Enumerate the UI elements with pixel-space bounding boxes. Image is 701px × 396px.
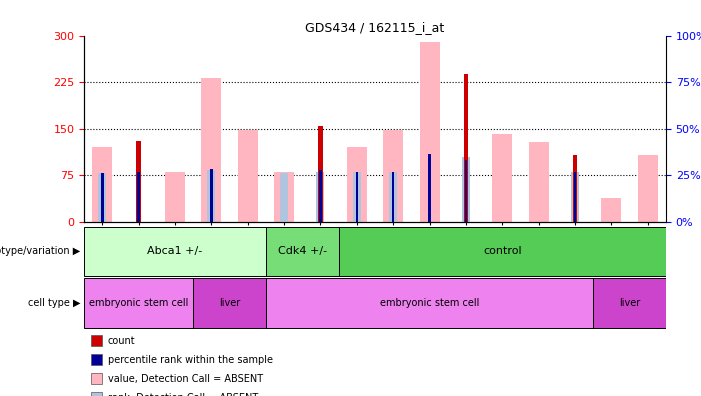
- Bar: [638, 155, 658, 222]
- Bar: [355, 172, 358, 222]
- Text: Cdk4 +/-: Cdk4 +/-: [278, 246, 327, 257]
- Text: percentile rank within the sample: percentile rank within the sample: [108, 354, 273, 365]
- Bar: [347, 147, 367, 222]
- Bar: [201, 78, 222, 222]
- Bar: [137, 141, 141, 222]
- Bar: [165, 172, 185, 222]
- Text: embryonic stem cell: embryonic stem cell: [380, 298, 479, 308]
- Text: Abca1 +/-: Abca1 +/-: [147, 246, 203, 257]
- Bar: [274, 172, 294, 222]
- Bar: [353, 172, 361, 222]
- Bar: [137, 172, 140, 222]
- Text: value, Detection Call = ABSENT: value, Detection Call = ABSENT: [108, 373, 263, 384]
- Bar: [98, 173, 107, 222]
- Bar: [465, 160, 468, 222]
- Bar: [464, 74, 468, 222]
- Bar: [392, 172, 395, 222]
- Bar: [193, 278, 266, 327]
- Bar: [339, 227, 666, 276]
- Bar: [383, 130, 403, 222]
- Text: rank, Detection Call = ABSENT: rank, Detection Call = ABSENT: [108, 392, 258, 396]
- Bar: [319, 170, 322, 222]
- Bar: [316, 172, 325, 222]
- Bar: [238, 130, 258, 222]
- Bar: [389, 172, 397, 222]
- Text: embryonic stem cell: embryonic stem cell: [89, 298, 189, 308]
- Bar: [573, 155, 577, 222]
- Bar: [266, 227, 339, 276]
- Bar: [420, 42, 440, 222]
- Bar: [492, 134, 512, 222]
- Bar: [428, 154, 431, 222]
- Text: liver: liver: [219, 298, 240, 308]
- Bar: [573, 172, 576, 222]
- Bar: [207, 170, 215, 222]
- Text: count: count: [108, 335, 135, 346]
- Text: cell type ▶: cell type ▶: [28, 298, 81, 308]
- Bar: [210, 169, 212, 222]
- Bar: [571, 172, 579, 222]
- Text: liver: liver: [619, 298, 640, 308]
- Bar: [529, 142, 549, 222]
- Bar: [280, 173, 288, 222]
- Bar: [266, 278, 593, 327]
- Bar: [84, 227, 266, 276]
- Text: control: control: [483, 246, 522, 257]
- Bar: [101, 173, 104, 222]
- Bar: [462, 156, 470, 222]
- Bar: [601, 198, 621, 222]
- Bar: [318, 126, 322, 222]
- Bar: [84, 278, 193, 327]
- Bar: [593, 278, 666, 327]
- Bar: [93, 147, 112, 222]
- Title: GDS434 / 162115_i_at: GDS434 / 162115_i_at: [306, 21, 444, 34]
- Text: genotype/variation ▶: genotype/variation ▶: [0, 246, 81, 257]
